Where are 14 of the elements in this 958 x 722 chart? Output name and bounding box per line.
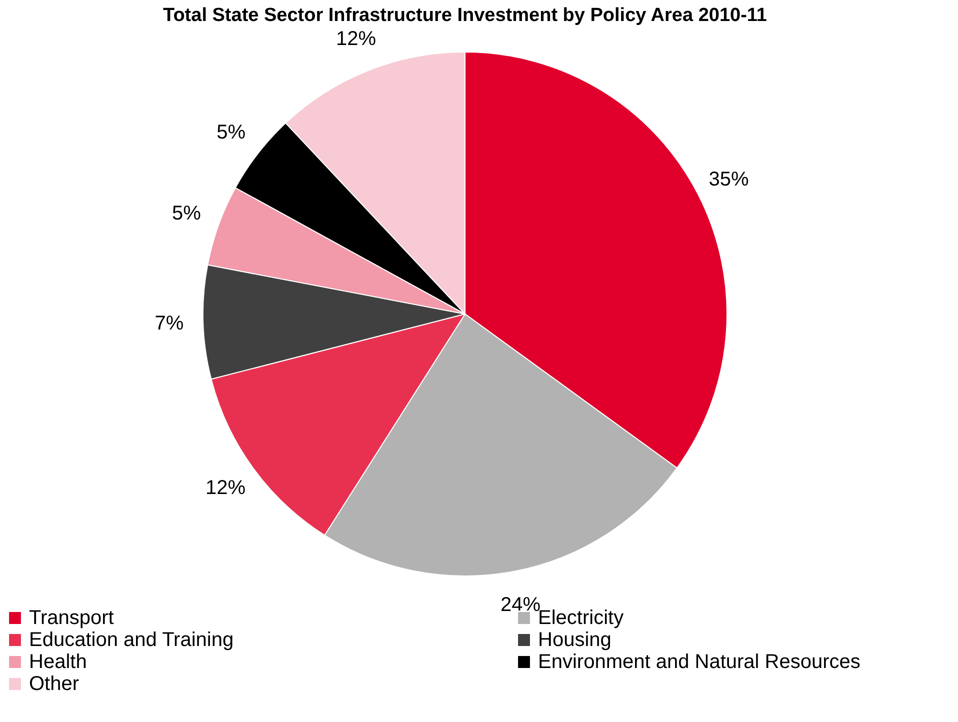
legend-label: Education and Training [29, 629, 234, 651]
legend-label: Health [29, 651, 87, 673]
legend-label: Transport [29, 607, 114, 629]
data-label: 7% [154, 312, 184, 334]
data-label: 24% [500, 594, 541, 616]
data-label: 5% [216, 122, 246, 144]
legend-label: Housing [538, 629, 612, 651]
data-label: 12% [206, 476, 246, 499]
data-label: 5% [172, 202, 202, 225]
legend-label: Environment and Natural Resources [538, 651, 860, 673]
data-label: 35% [708, 168, 749, 191]
data-label: 12% [336, 28, 376, 50]
chart-title: Total State Sector Infrastructure Investment by Policy Area 2010-11 [162, 4, 768, 26]
legend-label: Other [29, 673, 80, 695]
